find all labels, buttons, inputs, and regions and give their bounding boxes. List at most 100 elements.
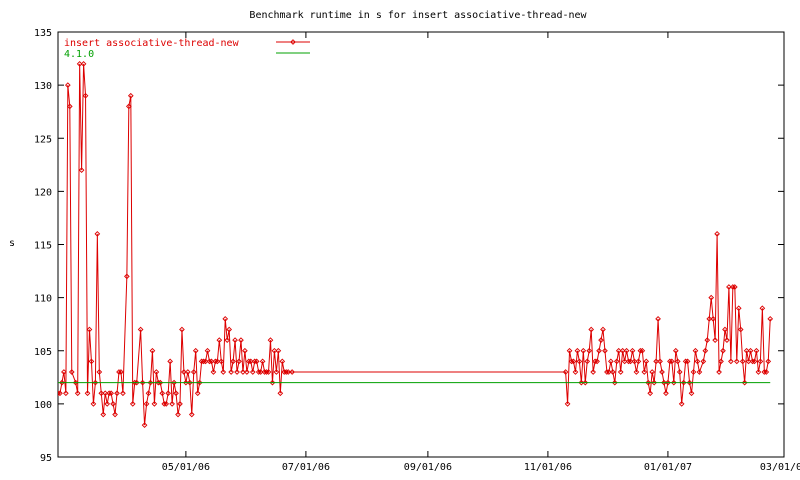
data-point: [716, 369, 722, 375]
data-point: [74, 390, 81, 397]
legend-label: 4.1.0: [64, 49, 94, 60]
data-point: [281, 369, 288, 375]
data-point: [116, 369, 122, 375]
y-axis-ticks: 95 100 105 110 115 120 125 130 135: [34, 28, 784, 464]
data-point: [661, 379, 667, 386]
data-point: [108, 390, 114, 397]
data-point: [275, 347, 282, 354]
data-point: [131, 379, 138, 386]
data-point: [767, 316, 774, 322]
data-point: [659, 369, 665, 375]
data-point: [224, 337, 231, 343]
data-point: [690, 369, 697, 375]
data-point: [255, 369, 262, 375]
data-point: [127, 92, 134, 99]
data-point: [185, 369, 191, 375]
data-point: [745, 358, 752, 365]
data-point: [562, 369, 569, 375]
data-point: [218, 358, 225, 365]
series-layer: [58, 61, 774, 428]
data-point: [78, 167, 85, 173]
data-point: [586, 347, 593, 354]
data-point: [90, 401, 97, 407]
data-point: [735, 305, 742, 312]
data-point: [712, 337, 718, 343]
data-point: [653, 358, 659, 365]
y-tick-label: 100: [34, 400, 52, 411]
data-point: [568, 358, 575, 365]
data-point: [639, 347, 646, 354]
data-point: [704, 337, 711, 343]
data-point: [613, 358, 620, 365]
data-point: [731, 284, 738, 290]
data-point: [285, 369, 292, 375]
data-point: [163, 401, 170, 407]
data-point: [600, 326, 606, 333]
data-point: [747, 347, 754, 354]
data-point: [244, 369, 250, 375]
data-point: [143, 401, 150, 407]
x-tick-label: 07/01/06: [282, 462, 330, 473]
data-point: [247, 358, 254, 365]
data-point: [578, 379, 585, 386]
data-point: [574, 347, 581, 354]
data-point: [68, 369, 75, 375]
data-point: [167, 358, 173, 365]
data-point: [228, 369, 234, 375]
data-point: [238, 337, 244, 343]
data-point: [763, 369, 770, 375]
data-point: [106, 390, 112, 397]
data-point: [621, 358, 628, 365]
data-point: [609, 369, 616, 375]
data-point: [98, 390, 105, 397]
data-point: [647, 390, 654, 397]
data-point: [718, 358, 724, 365]
data-point: [200, 358, 207, 365]
data-point: [65, 82, 71, 88]
data-point: [580, 347, 587, 354]
x-axis-ticks: 05/01/06 07/01/06 09/01/06 11/01/06 01/01/07…: [162, 32, 800, 473]
data-point: [61, 369, 67, 375]
data-point: [761, 369, 768, 375]
data-point: [220, 369, 227, 375]
data-point: [157, 379, 164, 386]
data-point: [263, 369, 270, 375]
data-point: [234, 369, 240, 375]
data-point: [259, 358, 266, 365]
data-point: [751, 358, 758, 365]
data-point: [110, 401, 116, 407]
data-point: [198, 358, 205, 365]
data-point: [204, 347, 211, 354]
data-point: [757, 358, 764, 365]
x-tick-label: 03/01/07: [760, 462, 800, 473]
data-point: [637, 347, 644, 354]
data-point: [249, 369, 256, 375]
data-point: [566, 347, 573, 354]
data-point: [100, 411, 107, 418]
data-point: [120, 390, 126, 397]
x-tick-label: 09/01/06: [404, 462, 452, 473]
legend-label: insert associative-thread-new: [64, 38, 240, 49]
data-point: [753, 347, 760, 354]
data-point: [710, 316, 717, 322]
data-point: [267, 337, 274, 343]
data-point: [669, 358, 675, 365]
data-point: [604, 369, 610, 375]
data-point: [588, 326, 595, 333]
data-point: [212, 358, 219, 365]
data-point: [153, 369, 160, 375]
data-point: [149, 347, 156, 354]
data-point: [608, 358, 614, 365]
data-point: [755, 369, 762, 375]
data-point: [92, 379, 99, 386]
data-point: [202, 358, 209, 365]
data-point: [58, 390, 61, 397]
data-point: [269, 379, 276, 386]
data-point: [63, 390, 69, 397]
data-point: [216, 337, 223, 343]
data-point: [645, 379, 652, 386]
y-tick-label: 95: [40, 453, 52, 464]
data-point: [722, 326, 728, 333]
data-point: [177, 401, 183, 407]
